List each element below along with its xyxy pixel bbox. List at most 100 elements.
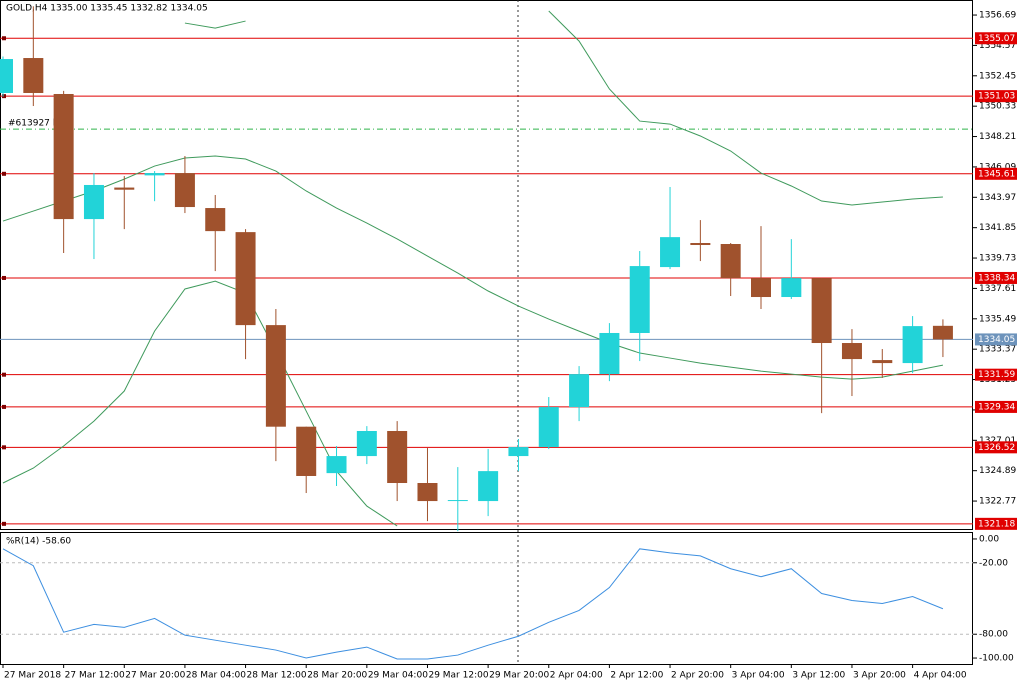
level-marker xyxy=(2,445,6,450)
candle-body xyxy=(23,58,44,93)
candle-body xyxy=(417,483,438,502)
y-tick-label: 1341.85 xyxy=(979,223,1016,233)
candle-body xyxy=(932,325,953,340)
x-tick-label: 29 Mar 20:00 xyxy=(489,671,549,681)
candle-body xyxy=(508,447,529,457)
current-tag xyxy=(975,333,1017,346)
level-marker xyxy=(2,372,6,377)
candle-body xyxy=(811,278,832,344)
candle-body xyxy=(841,343,862,360)
y-tick-label: 1350.33 xyxy=(979,102,1016,112)
y-tick-label: 1333.37 xyxy=(979,345,1016,355)
candle-body xyxy=(478,471,499,502)
candle-body xyxy=(144,173,165,176)
candle-body xyxy=(599,332,620,375)
y-tick-label: 1346.09 xyxy=(979,162,1016,172)
x-tick-label: 29 Mar 04:00 xyxy=(368,671,428,681)
level-marker xyxy=(2,404,6,409)
y-tick-label: -100.00 xyxy=(979,654,1014,664)
level-tag-label: 1351.03 xyxy=(978,92,1015,102)
level-tag xyxy=(975,441,1017,454)
candle-body xyxy=(629,266,650,333)
candle-body xyxy=(205,208,226,232)
candle-body xyxy=(356,430,377,457)
candle-body xyxy=(235,232,256,326)
candle-body xyxy=(751,278,771,298)
level-tag-label: 1355.07 xyxy=(978,34,1015,44)
candle-body xyxy=(174,173,195,208)
candle-body xyxy=(660,237,681,268)
x-tick-label: 2 Apr 20:00 xyxy=(671,671,724,681)
x-tick-label: 3 Apr 04:00 xyxy=(732,671,785,681)
main-frame xyxy=(0,0,973,530)
x-tick-label: 28 Mar 04:00 xyxy=(186,671,246,681)
candle-body xyxy=(387,430,408,484)
x-tick-label: 28 Mar 12:00 xyxy=(247,671,307,681)
candle-body xyxy=(83,184,104,220)
candle-body xyxy=(569,374,590,408)
level-tag xyxy=(975,400,1017,413)
y-tick-label: 1327.01 xyxy=(979,436,1016,446)
candle-body xyxy=(447,500,468,502)
candle-body xyxy=(296,426,317,476)
band-line xyxy=(184,10,943,206)
level-tag-label: 1331.59 xyxy=(978,370,1015,380)
candle-body xyxy=(326,456,347,474)
level-tag-label: 1329.34 xyxy=(978,402,1015,412)
y-tick-label: 1356.69 xyxy=(979,11,1016,21)
candle-body xyxy=(781,278,802,298)
candle-body xyxy=(720,244,741,279)
x-tick-label: 29 Mar 12:00 xyxy=(428,671,488,681)
y-tick-label: 1322.77 xyxy=(979,497,1016,507)
candle-body xyxy=(53,93,74,220)
level-tag xyxy=(975,517,1017,530)
y-tick-label: 1337.61 xyxy=(979,284,1016,294)
band-line xyxy=(2,155,944,380)
y-tick-label: -20.00 xyxy=(979,558,1008,568)
y-tick-label: 1354.57 xyxy=(979,41,1016,51)
x-tick-label: 3 Apr 20:00 xyxy=(853,671,906,681)
candle-body xyxy=(265,325,286,427)
band-line xyxy=(2,280,398,527)
candle-body xyxy=(0,59,13,93)
x-tick-label: 4 Apr 04:00 xyxy=(914,671,967,681)
wpr-line xyxy=(2,548,944,660)
x-tick-label: 27 Mar 20:00 xyxy=(125,671,185,681)
candle-body xyxy=(902,326,923,364)
candle-body xyxy=(538,407,559,448)
x-tick-label: 28 Mar 20:00 xyxy=(307,671,367,681)
y-tick-label: 1324.89 xyxy=(979,466,1016,476)
y-tick-label: 0.00 xyxy=(979,534,999,544)
level-tag-label: 1345.61 xyxy=(978,169,1015,179)
x-tick-label: 2 Apr 12:00 xyxy=(610,671,663,681)
level-marker xyxy=(2,521,6,526)
level-tag xyxy=(975,90,1017,103)
y-tick-label: 1352.45 xyxy=(979,71,1016,81)
candle-body xyxy=(114,187,135,190)
x-tick-label: 27 Mar 2018 xyxy=(4,671,61,681)
level-tag xyxy=(975,32,1017,45)
level-tag-label: 1326.52 xyxy=(978,443,1015,453)
sub-frame xyxy=(0,532,973,665)
y-tick-label: 1335.49 xyxy=(979,314,1016,324)
y-tick-label: 1339.73 xyxy=(979,254,1016,264)
current-tag-label: 1334.05 xyxy=(978,335,1015,345)
y-tick-label: -80.00 xyxy=(979,630,1008,640)
y-tick-label: 1348.21 xyxy=(979,132,1016,142)
level-tag xyxy=(975,167,1017,180)
y-tick-label: 1343.97 xyxy=(979,193,1016,203)
level-tag xyxy=(975,368,1017,381)
level-tag-label: 1321.18 xyxy=(978,519,1015,529)
x-tick-label: 2 Apr 04:00 xyxy=(550,671,603,681)
level-tag xyxy=(975,271,1017,284)
main-title: GOLD,H4 1335.00 1335.45 1332.82 1334.05 xyxy=(6,4,208,14)
level-marker xyxy=(2,171,6,176)
level-marker xyxy=(2,275,6,280)
x-tick-label: 27 Mar 12:00 xyxy=(65,671,125,681)
level-tag-label: 1338.34 xyxy=(978,273,1015,283)
candle-body xyxy=(872,360,893,364)
sub-title: %R(14) -58.60 xyxy=(6,537,71,547)
level-marker xyxy=(2,94,6,99)
x-tick-label: 3 Apr 12:00 xyxy=(792,671,845,681)
